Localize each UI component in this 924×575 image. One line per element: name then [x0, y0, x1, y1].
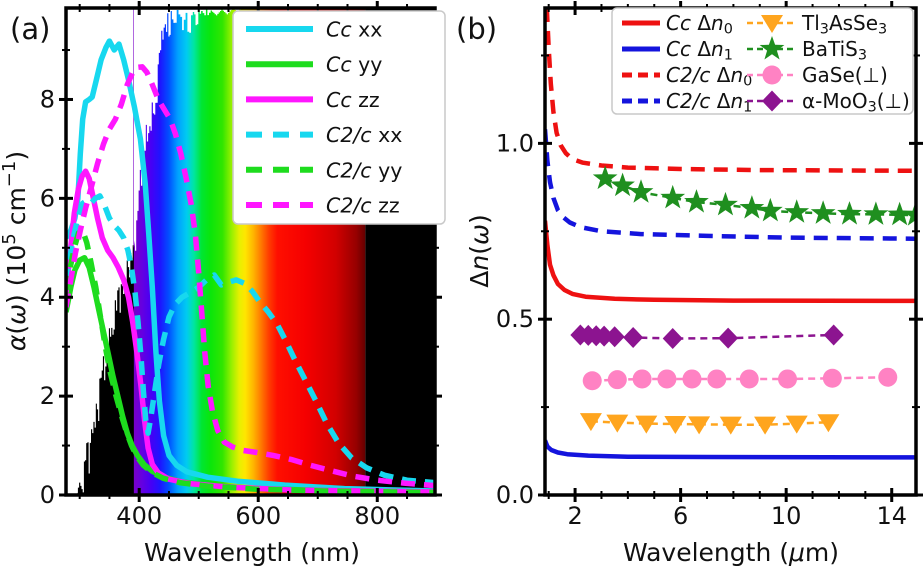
legend-item-label: C2/c xx — [326, 123, 402, 147]
star-marker — [684, 189, 709, 213]
y-tick-label: 6 — [40, 184, 55, 212]
triangle-down-marker — [635, 415, 658, 434]
series-line — [545, 220, 916, 304]
x-tick-label: 14 — [876, 502, 907, 530]
diamond-marker — [823, 324, 844, 346]
panel-a-label: (a) — [10, 12, 51, 46]
y-tick-label: 2 — [40, 382, 55, 410]
series-line — [545, 8, 916, 174]
circle-marker — [762, 65, 782, 85]
x-tick-label: 2 — [567, 502, 582, 530]
legend-item-label: C2/c zz — [326, 194, 400, 218]
star-marker — [628, 179, 654, 203]
legend-item-label: C2/c Δn1 — [666, 89, 752, 115]
y-axis-label: α(ω) (105 cm−1) — [0, 151, 31, 351]
axes: 400 600 800 0 2 4 6 8 — [40, 1, 442, 530]
series-line — [66, 227, 435, 495]
marker-series-line — [604, 177, 916, 217]
legend-item-label: α-MoO3(⊥) — [802, 89, 910, 115]
series-group — [545, 8, 916, 460]
marker-series-line — [592, 375, 888, 382]
diamond-marker — [718, 327, 739, 349]
star-marker — [837, 201, 862, 225]
legend: Cc xx Cc yy Cc zz C2/c xx C2/c yy C2/c zz — [232, 10, 446, 225]
series-line — [66, 193, 435, 486]
star-marker — [903, 202, 916, 226]
x-axis-label: Wavelength (μm) — [623, 538, 839, 567]
star-marker — [784, 199, 810, 223]
x-tick-label: 800 — [354, 502, 400, 530]
circle-marker — [682, 369, 702, 389]
x-tick-label: 400 — [116, 502, 162, 530]
star-marker — [810, 200, 836, 224]
y-axis-label: Δn(ω) — [465, 214, 494, 287]
triangle-down-marker — [688, 416, 711, 435]
y-tick-label: 0 — [40, 481, 55, 509]
axes: 2 6 10 14 0.0 0.5 1.0 — [496, 1, 923, 530]
series-line — [545, 439, 916, 460]
panel-a: 400 600 800 0 2 4 6 8 Wavelength (nm) α(ω) (105 c… — [0, 1, 446, 567]
circle-marker — [632, 369, 652, 389]
legend-item-label: C2/c yy — [326, 158, 402, 182]
circle-marker — [878, 367, 898, 387]
star-marker — [610, 172, 635, 197]
legend-item-label: Tl3AsSe3 — [801, 11, 887, 37]
y-tick-label: 0.0 — [496, 481, 534, 509]
x-tick-label: 10 — [771, 502, 802, 530]
uv-black-region — [76, 245, 134, 495]
star-marker — [887, 201, 912, 226]
diamond-marker — [662, 328, 683, 350]
star-marker — [759, 36, 785, 60]
triangle-down-marker — [817, 414, 840, 433]
y-tick-label: 1.0 — [496, 129, 534, 157]
series-line — [66, 64, 435, 489]
y-tick-label: 8 — [40, 85, 55, 113]
star-marker — [758, 197, 783, 222]
star-marker — [739, 195, 765, 219]
panel-b-label: (b) — [456, 12, 498, 46]
legend-item-label: Cc Δn1 — [666, 37, 733, 63]
circle-marker — [657, 369, 677, 389]
circle-marker — [607, 370, 627, 390]
star-marker — [863, 201, 889, 225]
legend-item-label: Cc Δn0 — [666, 11, 733, 37]
legend-item-label: GaSe(⊥) — [802, 63, 888, 87]
y-tick-label: 4 — [40, 283, 55, 311]
circle-marker — [707, 369, 727, 389]
spectrum-envelope-mask — [133, 8, 244, 251]
triangle-down-marker — [785, 415, 808, 434]
diamond-marker — [623, 326, 644, 348]
panel-b: 2 6 10 14 0.0 0.5 1.0 Wavelength (μm) Δn(ω) Cc Δn… — [465, 1, 923, 567]
star-marker — [592, 165, 618, 190]
legend-item-label: C2/c Δn0 — [666, 63, 752, 89]
triangle-down-marker — [579, 413, 602, 432]
x-axis-label: Wavelength (nm) — [144, 538, 360, 567]
circle-marker — [777, 369, 797, 389]
circle-marker — [822, 368, 842, 388]
diamond-marker — [604, 326, 625, 348]
triangle-down-marker — [754, 416, 777, 435]
triangle-down-marker — [719, 416, 742, 435]
star-marker — [713, 191, 738, 216]
triangle-down-marker — [606, 414, 629, 433]
legend-item-label: BaTiS3 — [802, 37, 867, 63]
y-tick-label: 0.5 — [496, 305, 534, 333]
legend-item-label: Cc xx — [326, 18, 382, 42]
legend-item-label: Cc yy — [326, 53, 382, 77]
star-marker — [660, 184, 686, 209]
series-group — [66, 38, 435, 495]
circle-marker — [739, 369, 759, 389]
series-line — [545, 129, 916, 241]
diamond-marker — [762, 90, 782, 112]
legend-item-label: Cc zz — [326, 88, 380, 112]
x-tick-label: 600 — [235, 502, 281, 530]
circle-marker — [582, 371, 602, 391]
x-tick-label: 6 — [673, 502, 688, 530]
triangle-down-marker — [761, 15, 783, 33]
triangle-down-marker — [664, 415, 687, 434]
